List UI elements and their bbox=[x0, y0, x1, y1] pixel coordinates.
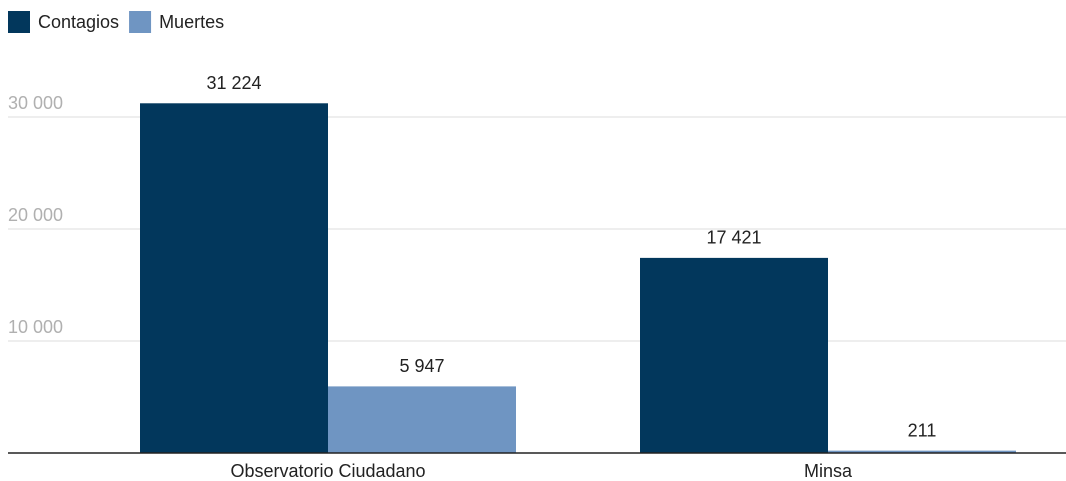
bar bbox=[140, 103, 328, 453]
value-label: 31 224 bbox=[206, 73, 261, 93]
legend-swatch bbox=[8, 11, 30, 33]
legend-label: Muertes bbox=[159, 12, 224, 32]
legend-label: Contagios bbox=[38, 12, 119, 32]
x-tick-label: Minsa bbox=[804, 461, 853, 481]
value-label: 17 421 bbox=[706, 228, 761, 248]
value-label: 5 947 bbox=[399, 356, 444, 376]
x-tick-label: Observatorio Ciudadano bbox=[230, 461, 425, 481]
bar bbox=[640, 257, 828, 453]
bar bbox=[328, 386, 516, 453]
y-tick-label: 20 000 bbox=[8, 205, 63, 225]
legend-swatch bbox=[129, 11, 152, 33]
y-tick-label: 10 000 bbox=[8, 317, 63, 337]
bar bbox=[828, 450, 1016, 453]
y-tick-label: 30 000 bbox=[8, 93, 63, 113]
value-label: 211 bbox=[908, 420, 937, 440]
